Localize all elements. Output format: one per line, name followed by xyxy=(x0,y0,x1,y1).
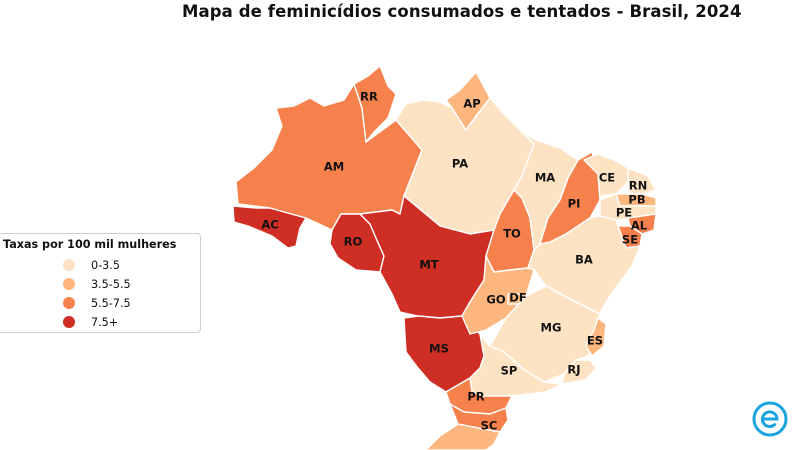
state-label-ce: CE xyxy=(599,171,615,185)
state-es xyxy=(585,317,607,357)
legend-item: 0-3.5 xyxy=(63,257,120,273)
state-am xyxy=(235,83,423,231)
map-title: Mapa de feminicídios consumados e tentad… xyxy=(182,2,742,21)
state-label-rr: RR xyxy=(360,90,378,104)
state-label-pr: PR xyxy=(467,390,484,404)
state-sp xyxy=(469,333,563,397)
state-label-ap: AP xyxy=(463,97,480,111)
state-label-sc: SC xyxy=(481,419,498,433)
state-label-pa: PA xyxy=(452,157,468,171)
legend-swatch xyxy=(63,259,75,271)
state-label-mt: MT xyxy=(419,258,438,272)
legend-item: 7.5+ xyxy=(63,314,118,330)
state-rr xyxy=(353,65,397,143)
state-label-df: DF xyxy=(509,291,526,305)
state-label-pi: PI xyxy=(568,197,581,211)
state-label-ro: RO xyxy=(344,235,363,249)
legend-item: 5.5-7.5 xyxy=(63,295,131,311)
legend-label: 3.5-5.5 xyxy=(91,277,131,291)
state-label-al: AL xyxy=(631,219,648,233)
state-label-ma: MA xyxy=(535,171,555,185)
legend-label: 7.5+ xyxy=(91,315,119,329)
state-label-se: SE xyxy=(622,233,638,247)
state-label-es: ES xyxy=(587,334,603,348)
state-label-ba: BA xyxy=(575,253,593,267)
state-rs xyxy=(425,423,501,450)
state-label-pb: PB xyxy=(628,193,645,207)
legend-swatch xyxy=(63,278,75,290)
legend-swatch xyxy=(63,316,75,328)
legend-label: 5.5-7.5 xyxy=(91,296,131,310)
legend: Taxas por 100 mil mulheres 0-3.5 3.5-5.5… xyxy=(0,233,201,333)
state-ce xyxy=(583,153,629,201)
state-label-rj: RJ xyxy=(567,363,580,377)
circle-e-logo-icon xyxy=(752,401,788,437)
state-label-go: GO xyxy=(486,293,505,307)
state-label-sp: SP xyxy=(501,364,518,378)
state-label-am: AM xyxy=(324,160,344,174)
state-label-rn: RN xyxy=(629,179,647,193)
legend-swatch xyxy=(63,297,75,309)
state-label-ms: MS xyxy=(429,342,449,356)
legend-item: 3.5-5.5 xyxy=(63,276,131,292)
legend-label: 0-3.5 xyxy=(91,258,120,272)
state-label-pe: PE xyxy=(616,206,632,220)
state-label-mg: MG xyxy=(541,321,562,335)
state-label-to: TO xyxy=(503,227,521,241)
legend-title: Taxas por 100 mil mulheres xyxy=(3,238,177,251)
state-label-ac: AC xyxy=(261,218,278,232)
